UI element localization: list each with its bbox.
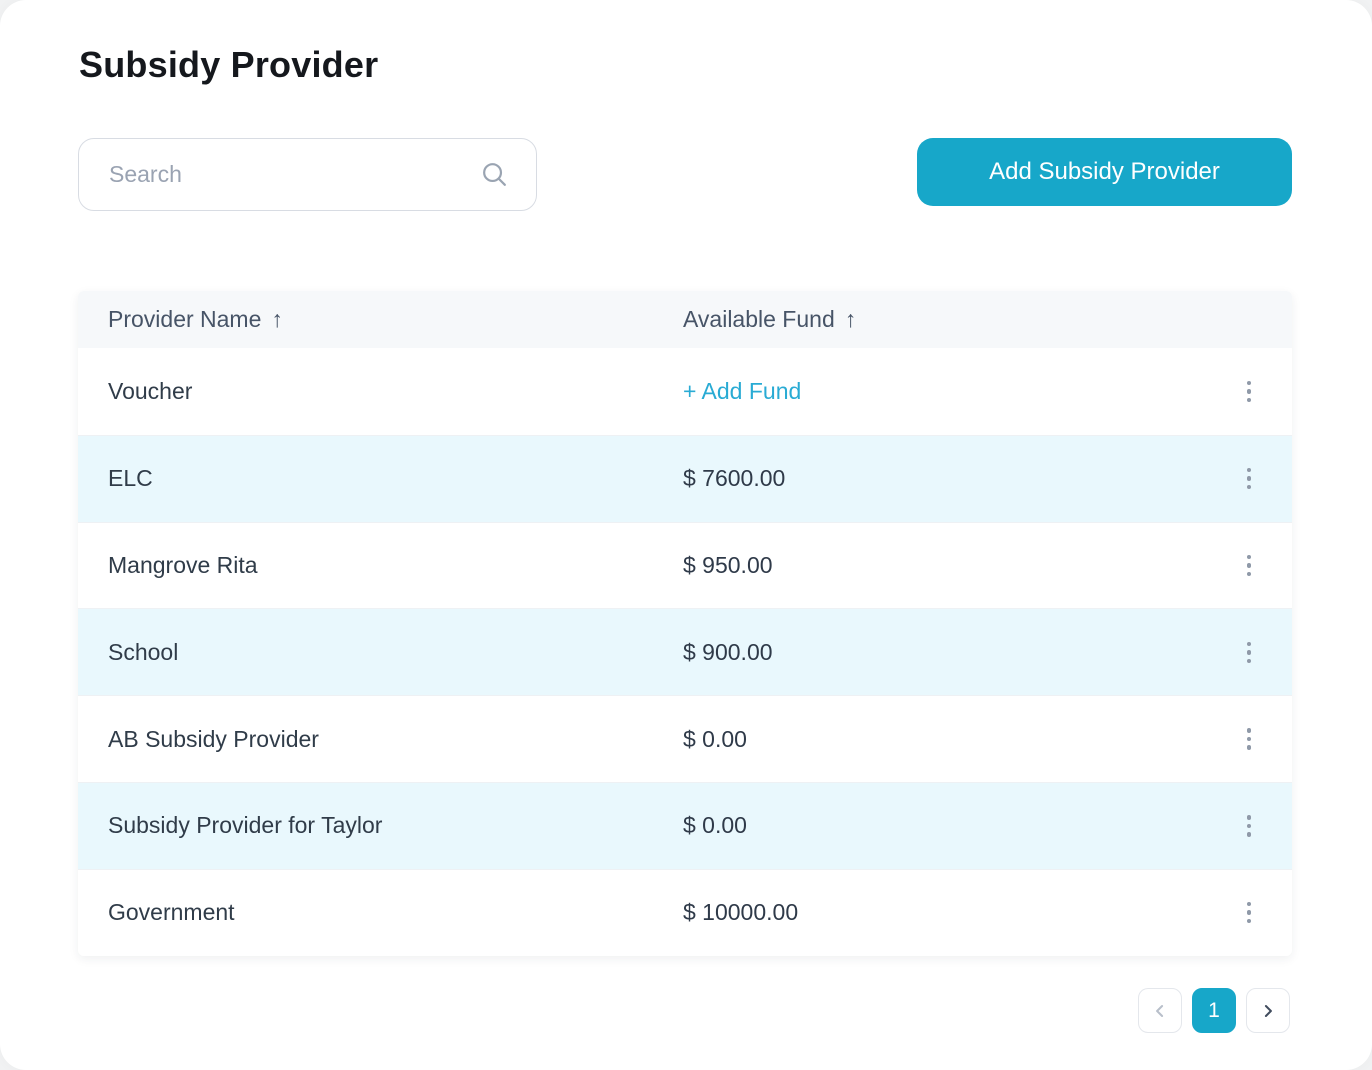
search-input[interactable]	[79, 139, 479, 210]
next-page-button[interactable]	[1246, 988, 1290, 1033]
kebab-dot	[1246, 910, 1252, 915]
available-fund-cell: $ 7600.00	[683, 465, 1234, 492]
provider-name-cell: Subsidy Provider for Taylor	[108, 812, 383, 839]
kebab-dot	[1246, 476, 1252, 481]
add-subsidy-provider-button[interactable]: Add Subsidy Provider	[917, 138, 1292, 206]
sort-ascending-icon: ↑	[844, 306, 857, 332]
kebab-dot	[1246, 823, 1252, 829]
provider-name-cell: Government	[108, 899, 235, 926]
chevron-left-icon	[1150, 1001, 1170, 1021]
table-row: School $ 900.00	[78, 608, 1292, 696]
previous-page-button[interactable]	[1138, 988, 1182, 1033]
kebab-dot	[1246, 380, 1252, 386]
row-menu-kebab-button[interactable]	[1234, 808, 1264, 844]
kebab-dot	[1246, 467, 1252, 473]
table-header-row: Provider Name ↑ Available Fund ↑	[78, 291, 1292, 348]
kebab-dot	[1246, 650, 1252, 655]
kebab-dot	[1246, 389, 1252, 394]
add-fund-link[interactable]: + Add Fund	[683, 377, 802, 404]
row-menu-kebab-button[interactable]	[1234, 547, 1264, 583]
search-icon	[479, 159, 510, 190]
column-header-provider-name[interactable]: Provider Name ↑	[78, 306, 683, 333]
row-menu-kebab-button[interactable]	[1234, 634, 1264, 670]
fund-amount: $ 0.00	[683, 725, 747, 752]
subsidy-provider-table: Provider Name ↑ Available Fund ↑ Voucher…	[78, 291, 1292, 956]
row-menu-kebab-button[interactable]	[1234, 373, 1264, 409]
chevron-right-icon	[1258, 1001, 1278, 1021]
available-fund-cell: $ 900.00	[683, 639, 1234, 666]
table-row: ELC $ 7600.00	[78, 434, 1292, 522]
available-fund-header-label: Available Fund	[683, 306, 835, 332]
kebab-dot	[1246, 736, 1252, 742]
table-row: Subsidy Provider for Taylor $ 0.00	[78, 781, 1292, 869]
provider-name-header-label: Provider Name	[108, 306, 262, 332]
kebab-dot	[1246, 484, 1252, 490]
column-header-available-fund[interactable]: Available Fund ↑	[683, 306, 1234, 333]
kebab-dot	[1246, 815, 1252, 820]
provider-name-cell: Mangrove Rita	[108, 551, 258, 578]
kebab-dot	[1246, 571, 1252, 577]
row-menu-kebab-button[interactable]	[1234, 461, 1264, 497]
kebab-dot	[1246, 658, 1252, 664]
table-row: Mangrove Rita $ 950.00	[78, 521, 1292, 609]
search-box	[78, 138, 537, 211]
kebab-dot	[1246, 918, 1252, 924]
kebab-dot	[1246, 901, 1252, 907]
page-number-button[interactable]: 1	[1192, 988, 1236, 1033]
kebab-dot	[1246, 397, 1252, 403]
available-fund-cell: $ 0.00	[683, 812, 1234, 839]
kebab-dot	[1246, 641, 1252, 647]
row-menu-kebab-button[interactable]	[1234, 895, 1264, 931]
kebab-dot	[1246, 745, 1252, 750]
fund-amount: $ 7600.00	[683, 465, 786, 492]
row-menu-kebab-button[interactable]	[1234, 721, 1264, 757]
available-fund-cell: + Add Fund	[683, 378, 1234, 405]
pagination: 1	[1138, 988, 1290, 1033]
table-body: Voucher + Add Fund ELC $ 7600.00 Mangrov…	[78, 348, 1292, 956]
kebab-dot	[1246, 728, 1252, 733]
fund-amount: $ 900.00	[683, 638, 773, 665]
available-fund-cell: $ 0.00	[683, 726, 1234, 753]
fund-amount: $ 10000.00	[683, 899, 799, 926]
available-fund-cell: $ 950.00	[683, 552, 1234, 579]
available-fund-cell: $ 10000.00	[683, 899, 1234, 926]
provider-name-cell: ELC	[108, 465, 153, 492]
fund-amount: $ 950.00	[683, 551, 773, 578]
page-title: Subsidy Provider	[79, 44, 379, 85]
table-row: Government $ 10000.00	[78, 868, 1292, 956]
provider-name-cell: School	[108, 638, 179, 665]
kebab-dot	[1246, 563, 1252, 568]
provider-name-cell: AB Subsidy Provider	[108, 725, 319, 752]
kebab-dot	[1246, 832, 1252, 837]
sort-ascending-icon: ↑	[271, 306, 283, 332]
table-row: AB Subsidy Provider $ 0.00	[78, 695, 1292, 782]
provider-name-cell: Voucher	[108, 377, 193, 404]
kebab-dot	[1246, 554, 1252, 560]
table-row: Voucher + Add Fund	[78, 348, 1292, 435]
fund-amount: $ 0.00	[683, 812, 747, 839]
